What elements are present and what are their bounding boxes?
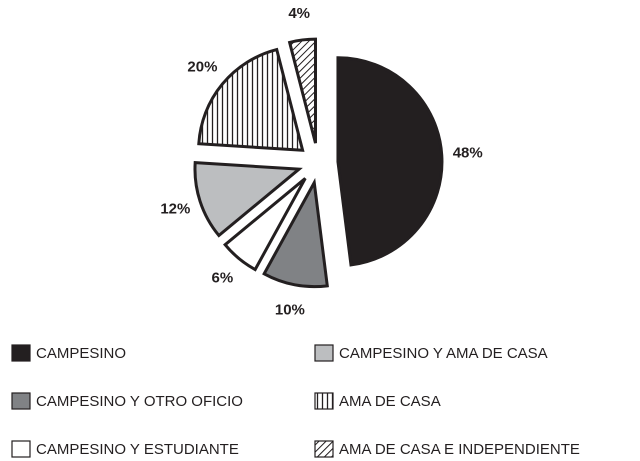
legend-label: CAMPESINO Y AMA DE CASA — [339, 345, 548, 362]
pie-slice — [197, 47, 305, 152]
legend-swatch — [314, 440, 334, 458]
value-label: 6% — [212, 270, 234, 287]
value-label: 48% — [453, 145, 483, 162]
legend-label: AMA DE CASA — [339, 393, 441, 410]
legend-swatch — [314, 392, 334, 410]
legend-label: CAMPESINO Y OTRO OFICIO — [36, 393, 243, 410]
value-label: 12% — [160, 200, 190, 217]
legend-swatch — [11, 392, 31, 410]
pie-slice — [336, 56, 444, 267]
value-label: 4% — [288, 5, 310, 22]
legend-swatch — [11, 440, 31, 458]
legend-label: CAMPESINO — [36, 345, 126, 362]
pie-slice — [193, 161, 303, 238]
legend-label: CAMPESINO Y ESTUDIANTE — [36, 441, 239, 458]
legend-swatch — [314, 344, 334, 362]
pie-slice — [287, 37, 317, 144]
legend-swatch — [11, 344, 31, 362]
pie-slice — [262, 177, 329, 289]
legend-label: AMA DE CASA E INDEPENDIENTE — [339, 441, 580, 458]
value-label: 10% — [275, 301, 305, 318]
value-label: 20% — [187, 58, 217, 75]
pie-slice — [223, 177, 307, 272]
